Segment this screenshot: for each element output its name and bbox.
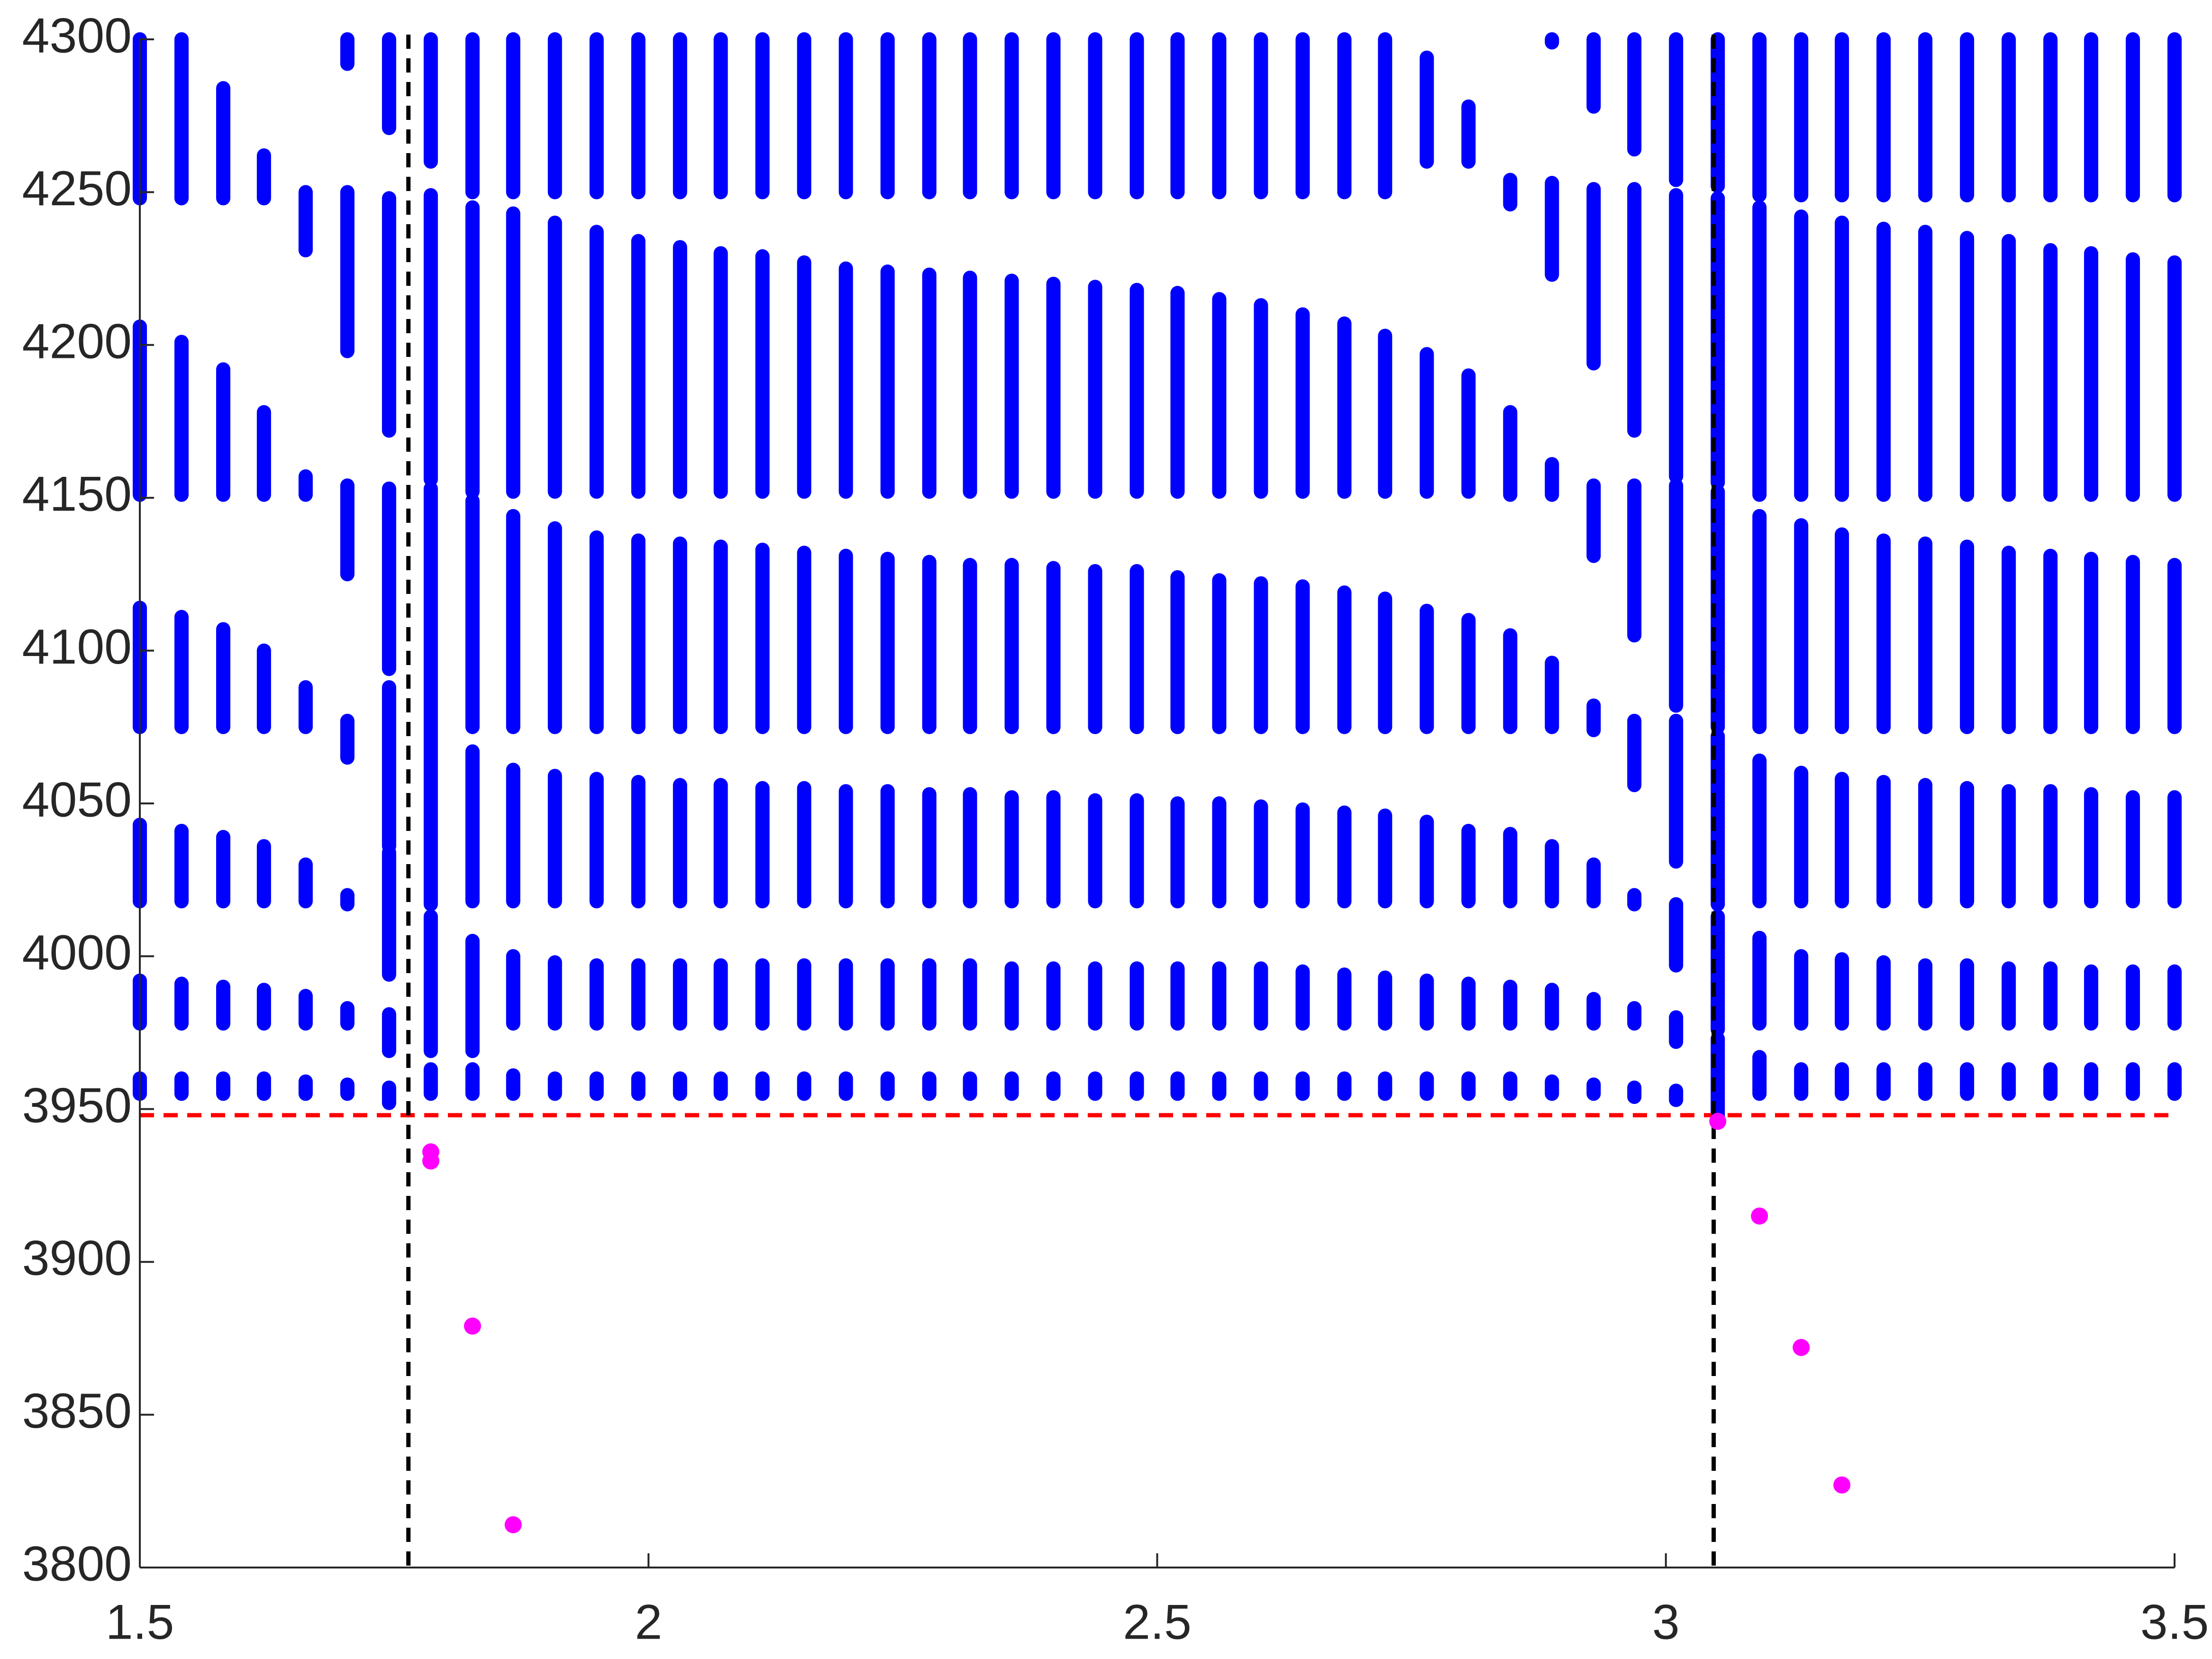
y-tick-label: 4250 [22, 161, 132, 216]
point [504, 1516, 522, 1533]
x-tick-label: 3.5 [2140, 1595, 2209, 1650]
y-tick-label: 4000 [22, 925, 132, 980]
y-tick-label: 4300 [22, 8, 132, 63]
y-tick-label: 3950 [22, 1078, 132, 1133]
point [1833, 1476, 1851, 1494]
point [422, 1152, 439, 1170]
y-tick-label: 4200 [22, 314, 132, 369]
point [1751, 1207, 1768, 1225]
x-tick-label: 3 [1652, 1595, 1680, 1650]
y-tick-label: 3800 [22, 1536, 132, 1591]
x-tick-label: 1.5 [106, 1595, 174, 1650]
y-tick-label: 4100 [22, 620, 132, 675]
y-tick-label: 3850 [22, 1384, 132, 1439]
x-tick-label: 2.5 [1123, 1595, 1192, 1650]
y-tick-label: 3900 [22, 1231, 132, 1286]
point [1793, 1339, 1810, 1356]
point [464, 1317, 481, 1335]
y-tick-label: 4050 [22, 772, 132, 827]
point [1709, 1112, 1727, 1130]
y-tick-label: 4150 [22, 467, 132, 522]
x-tick-label: 2 [635, 1595, 662, 1650]
